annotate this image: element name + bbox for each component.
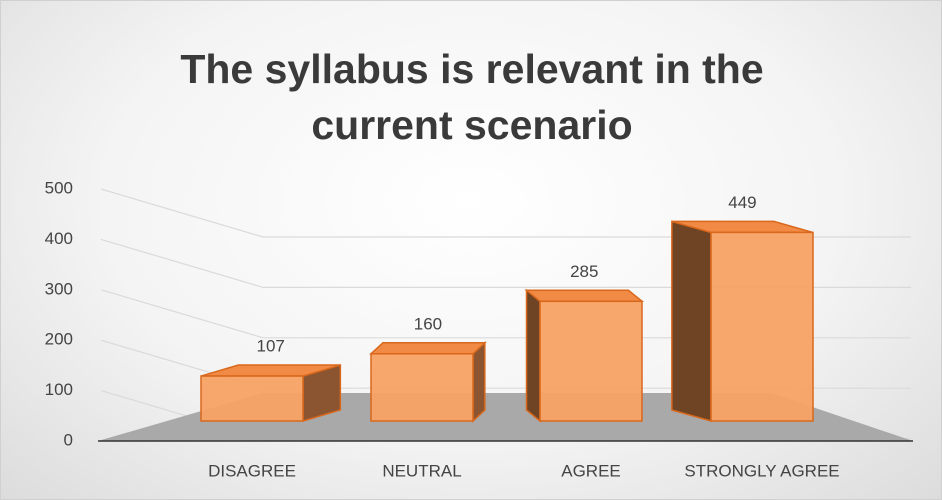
bar-face	[525, 288, 541, 423]
y-tick-label: 500	[45, 178, 73, 197]
y-tick-label: 400	[45, 229, 73, 248]
chart-title: The syllabus is relevant in the current …	[180, 46, 764, 148]
y-tick-label: 200	[45, 330, 73, 349]
value-label: 160	[414, 314, 442, 333]
bar-face	[472, 341, 486, 423]
y-tick-label: 300	[45, 279, 73, 298]
bar-face	[671, 220, 712, 422]
value-label: 107	[256, 337, 284, 356]
bar	[524, 288, 645, 423]
y-tick-label: 100	[45, 380, 73, 399]
y-tick-label: 0	[64, 430, 73, 449]
bar	[369, 341, 487, 423]
bar-face	[539, 300, 643, 422]
x-tick-label: STRONGLY AGREE	[684, 461, 839, 480]
bar-face	[524, 289, 645, 303]
x-tick-label: NEUTRAL	[382, 461, 461, 480]
x-tick-label: DISAGREE	[208, 461, 296, 480]
value-label: 449	[728, 193, 756, 212]
bar	[671, 220, 814, 422]
bar-face	[200, 375, 304, 422]
value-label: 285	[570, 262, 598, 281]
bar-face	[710, 231, 814, 422]
x-tick-label: AGREE	[561, 461, 621, 480]
bar-face	[370, 353, 474, 422]
bar	[200, 364, 342, 423]
bar-face	[369, 342, 487, 355]
